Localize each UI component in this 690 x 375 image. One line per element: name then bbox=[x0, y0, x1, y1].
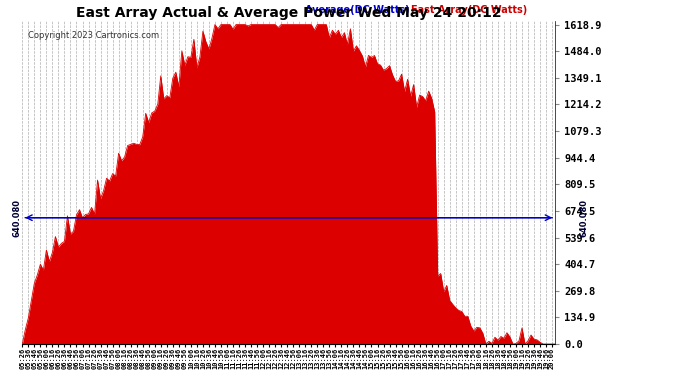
Title: East Array Actual & Average Power Wed May 24 20:12: East Array Actual & Average Power Wed Ma… bbox=[76, 6, 502, 20]
Text: 640.080: 640.080 bbox=[580, 199, 589, 237]
Text: Copyright 2023 Cartronics.com: Copyright 2023 Cartronics.com bbox=[28, 31, 159, 40]
Text: Average(DC Watts): Average(DC Watts) bbox=[305, 5, 409, 15]
Text: East Array(DC Watts): East Array(DC Watts) bbox=[411, 5, 528, 15]
Text: 640.080: 640.080 bbox=[12, 199, 21, 237]
